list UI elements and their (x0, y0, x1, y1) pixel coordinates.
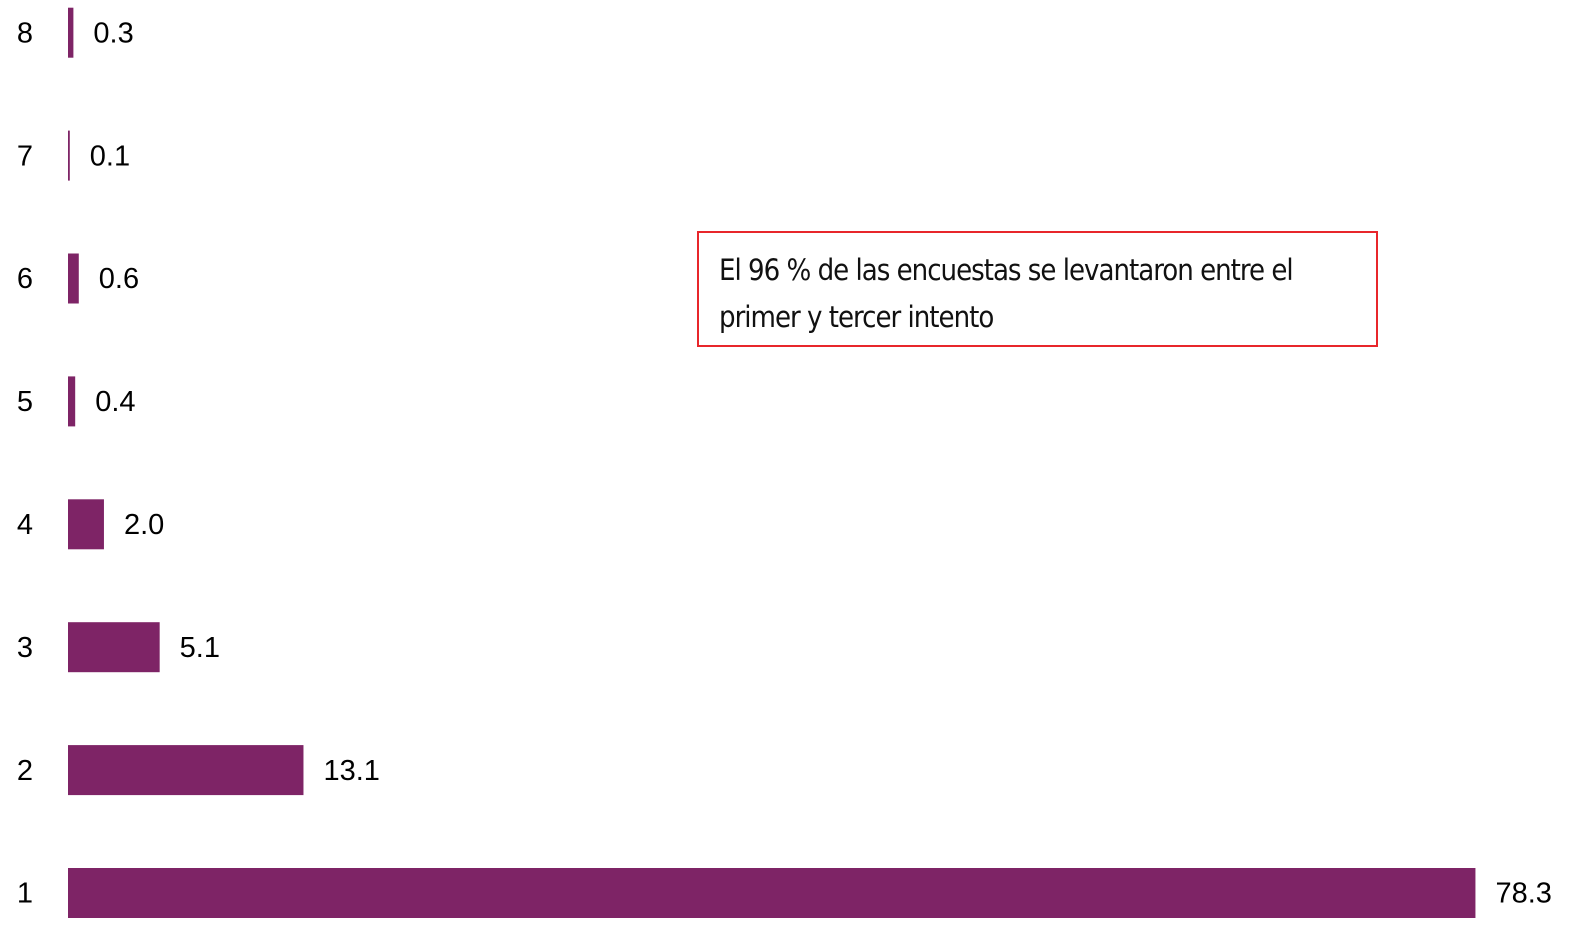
y-tick-label: 1 (17, 878, 33, 910)
annotation-box: El 96 % de las encuestas se levantaron e… (697, 231, 1378, 347)
bar (68, 7, 74, 58)
bar (68, 622, 160, 673)
value-label: 78.3 (1495, 878, 1551, 910)
bar (68, 745, 304, 796)
bar (68, 868, 1476, 918)
y-tick-label: 4 (17, 509, 33, 541)
y-tick-label: 7 (17, 140, 33, 172)
bar (68, 376, 76, 427)
value-label: 13.1 (323, 755, 379, 787)
bar (68, 253, 79, 304)
value-label: 5.1 (180, 632, 220, 664)
y-tick-label: 6 (17, 263, 33, 295)
bar (68, 130, 70, 181)
bar (68, 499, 104, 550)
value-label: 0.3 (93, 17, 133, 49)
y-tick-label: 3 (17, 632, 33, 664)
y-tick-label: 2 (17, 755, 33, 787)
y-tick-label: 5 (17, 386, 33, 418)
value-label: 0.1 (90, 140, 130, 172)
value-label: 0.4 (95, 386, 135, 418)
value-label: 0.6 (99, 263, 139, 295)
value-label: 2.0 (124, 509, 164, 541)
y-tick-label: 8 (17, 17, 33, 49)
